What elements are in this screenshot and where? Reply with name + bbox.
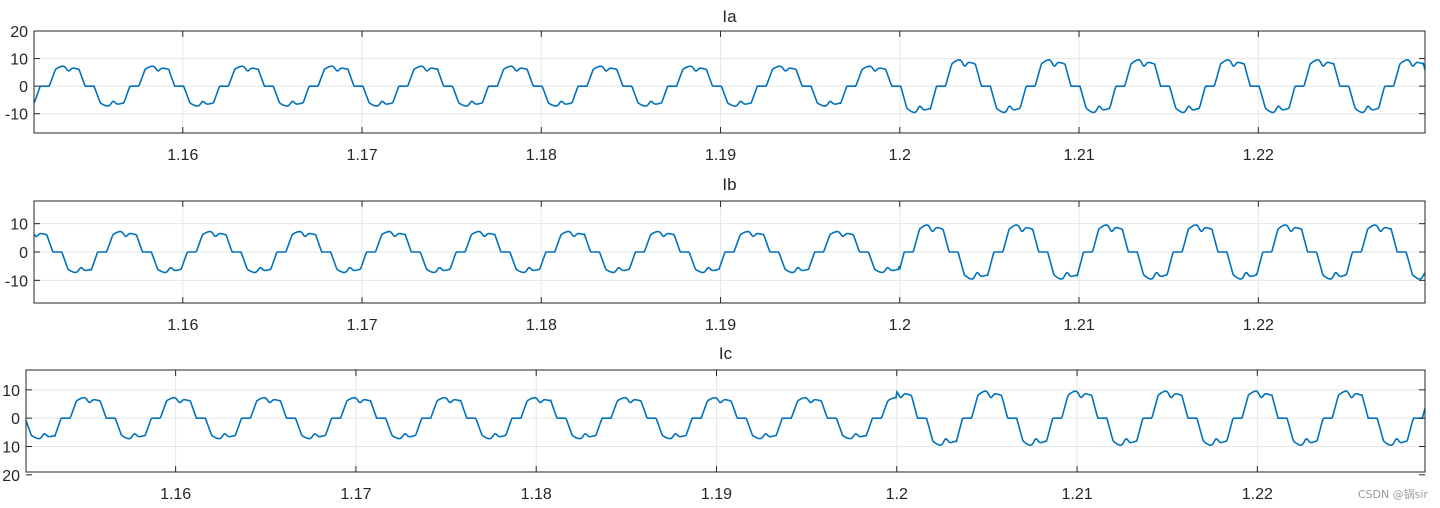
x-tick-label: 1.18: [526, 317, 557, 334]
x-tick-label: 1.16: [160, 486, 191, 503]
y-tick-label: 10: [10, 217, 28, 234]
y-tick-label: -10: [5, 107, 28, 124]
y-tick-label: -10: [5, 273, 28, 290]
series-line-ia: [33, 59, 1426, 114]
x-tick-label: 1.22: [1243, 147, 1274, 164]
axes-box: [25, 369, 1426, 473]
x-tick-label: 1.17: [346, 317, 377, 334]
y-tick-label: 0: [19, 79, 28, 96]
x-tick-label: 1.18: [521, 486, 552, 503]
series-line-ic: [25, 389, 1426, 446]
chart-title: Ia: [722, 7, 737, 26]
chart-title: Ic: [719, 344, 733, 363]
x-tick-label: 1.19: [701, 486, 732, 503]
x-tick-label: 1.2: [886, 486, 908, 503]
x-tick-label: 1.21: [1063, 147, 1094, 164]
x-tick-label: 1.21: [1061, 486, 1092, 503]
y-tick-label: 20: [2, 468, 20, 485]
x-tick-label: 1.18: [526, 147, 557, 164]
y-tick-label: 20: [10, 24, 28, 41]
x-tick-label: 1.22: [1242, 486, 1273, 503]
x-tick-label: 1.19: [705, 147, 736, 164]
x-tick-label: 1.17: [346, 147, 377, 164]
x-tick-label: 1.17: [340, 486, 371, 503]
y-tick-label: 10: [10, 52, 28, 69]
x-tick-label: 1.2: [889, 147, 911, 164]
series-line-ib: [33, 224, 1426, 280]
y-tick-label: 0: [11, 411, 20, 428]
x-tick-label: 1.2: [889, 317, 911, 334]
x-tick-label: 1.21: [1063, 317, 1094, 334]
x-tick-label: 1.22: [1243, 317, 1274, 334]
chart-title: Ib: [722, 175, 736, 194]
x-tick-label: 1.16: [167, 147, 198, 164]
axes-box: [33, 30, 1426, 134]
y-tick-label: 0: [19, 245, 28, 262]
x-tick-label: 1.19: [705, 317, 736, 334]
y-tick-label: 10: [2, 440, 20, 457]
watermark-text: CSDN @锅sir: [1357, 488, 1428, 501]
y-tick-label: 10: [2, 383, 20, 400]
x-tick-label: 1.16: [167, 317, 198, 334]
